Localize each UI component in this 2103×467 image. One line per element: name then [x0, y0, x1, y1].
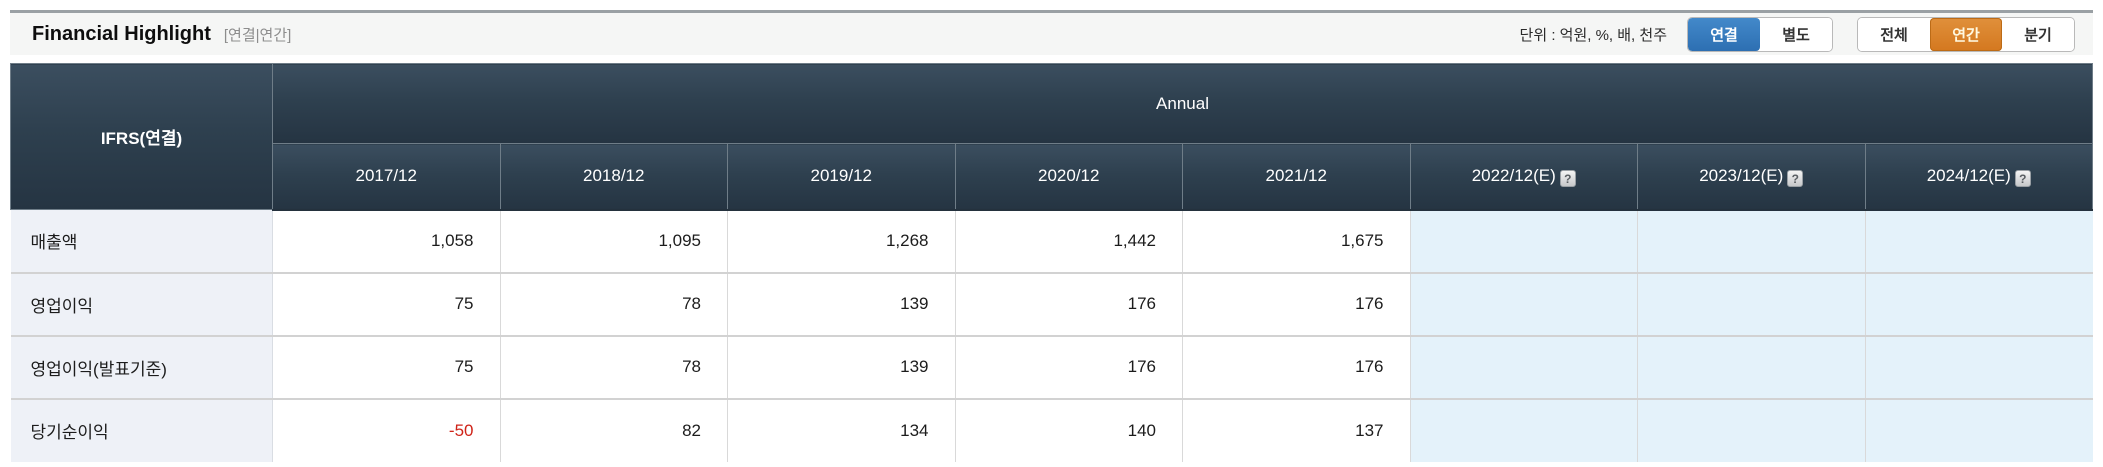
estimate-cell — [1864, 209, 2093, 273]
year-header: 2019/12 — [727, 143, 956, 211]
value-cell: 1,095 — [499, 209, 728, 273]
title-group: Financial Highlight [연결|연간] — [32, 23, 291, 46]
value-cell: 176 — [954, 334, 1183, 399]
value-cell: 75 — [272, 271, 500, 336]
estimate-cell — [1409, 334, 1638, 399]
value-cell: 139 — [727, 334, 955, 399]
estimate-cell — [1864, 271, 2093, 336]
value-cell: 176 — [954, 271, 1183, 336]
title-scope-note: [연결|연간] — [223, 26, 292, 44]
value-cell: 176 — [1182, 271, 1410, 336]
panel-header: Financial Highlight [연결|연간] 단위 : 억원, %, … — [10, 10, 2093, 55]
unit-label: 단위 : 억원, %, 배, 천주 — [1519, 26, 1667, 44]
estimate-cell — [1637, 334, 1865, 399]
metric-label: 매출액 — [10, 209, 273, 273]
value-cell: 1,268 — [727, 209, 955, 273]
estimate-cell — [1409, 397, 1638, 462]
financial-highlight-table: IFRS(연결) Annual 2017/12 2018/12 2019/12 … — [10, 63, 2093, 462]
quarterly-button[interactable]: 분기 — [2002, 17, 2074, 51]
metric-label: 영업이익(발표기준) — [10, 334, 273, 399]
year-header: 2018/12 — [499, 143, 728, 211]
annual-button[interactable]: 연간 — [1930, 17, 2002, 51]
estimate-cell — [1409, 209, 1638, 273]
consolidated-button[interactable]: 연결 — [1688, 17, 1760, 51]
value-cell: 1,442 — [954, 209, 1183, 273]
year-header-label: 2024/12(E) — [1926, 165, 2011, 185]
estimate-cell — [1864, 334, 2093, 399]
year-header-label: 2018/12 — [583, 166, 645, 186]
estimate-cell — [1637, 397, 1865, 462]
year-header: 2023/12(E)? — [1637, 143, 1866, 211]
value-cell: 176 — [1182, 334, 1410, 399]
value-cell: 134 — [727, 397, 955, 462]
estimate-cell — [1637, 271, 1865, 336]
table-row: 당기순이익 -50 82 134 140 137 — [10, 397, 2093, 462]
year-header: 2017/12 — [272, 143, 501, 211]
estimate-cell — [1637, 209, 1865, 273]
year-header-label: 2022/12(E) — [1471, 165, 1556, 185]
consolidation-toggle: 연결 별도 — [1687, 16, 1833, 52]
value-cell: 78 — [499, 271, 728, 336]
year-header-label: 2020/12 — [1038, 166, 1100, 186]
value-cell: 78 — [499, 334, 728, 399]
estimate-cell — [1409, 271, 1638, 336]
year-header: 2021/12 — [1182, 143, 1411, 211]
year-header-label: 2021/12 — [1265, 166, 1327, 186]
value-cell: 82 — [499, 397, 728, 462]
separate-button[interactable]: 별도 — [1760, 17, 1832, 51]
metric-label: 당기순이익 — [10, 397, 273, 462]
value-cell: 137 — [1182, 397, 1410, 462]
page-title: Financial Highlight — [32, 22, 211, 45]
value-cell: 139 — [727, 271, 955, 336]
table-row: 영업이익 75 78 139 176 176 — [10, 271, 2093, 336]
all-periods-button[interactable]: 전체 — [1858, 17, 1930, 51]
value-cell: 1,058 — [272, 209, 500, 273]
table-row: 영업이익(발표기준) 75 78 139 176 176 — [10, 334, 2093, 399]
corner-header: IFRS(연결) — [10, 63, 273, 210]
help-icon[interactable]: ? — [2014, 169, 2031, 187]
value-cell: -50 — [272, 397, 500, 462]
metric-label: 영업이익 — [10, 271, 273, 336]
year-header-label: 2019/12 — [810, 166, 872, 186]
estimate-cell — [1864, 397, 2093, 462]
annual-group-header: Annual — [272, 63, 2093, 144]
help-icon[interactable]: ? — [1559, 169, 1576, 187]
year-header: 2024/12(E)? — [1864, 143, 2093, 211]
header-controls: 단위 : 억원, %, 배, 천주 연결 별도 전체 연간 분기 — [1519, 16, 2079, 52]
year-header-label: 2023/12(E) — [1699, 165, 1784, 185]
value-cell: 1,675 — [1182, 209, 1410, 273]
year-header: 2020/12 — [954, 143, 1183, 211]
year-header-label: 2017/12 — [355, 166, 417, 186]
value-cell: 140 — [954, 397, 1183, 462]
table-row: 매출액 1,058 1,095 1,268 1,442 1,675 — [10, 209, 2093, 273]
period-toggle: 전체 연간 분기 — [1857, 16, 2075, 52]
year-header: 2022/12(E)? — [1409, 143, 1638, 211]
value-cell: 75 — [272, 334, 500, 399]
help-icon[interactable]: ? — [1787, 169, 1804, 187]
